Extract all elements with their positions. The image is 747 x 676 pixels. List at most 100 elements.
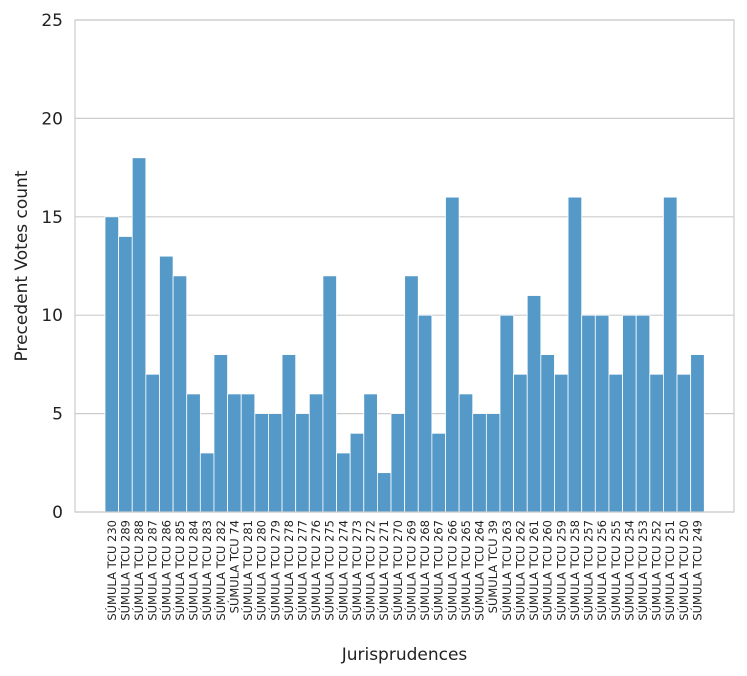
y-tick-label: 20 [41,109,63,129]
x-tick-label: SÚMULA TCU 256 [594,520,609,621]
x-tick-label: SÚMULA TCU 286 [158,520,173,621]
bar [145,373,160,513]
bar [485,413,501,513]
x-tick-label: SÚMULA TCU 283 [199,520,214,621]
plot-frame [74,19,735,513]
bar [513,373,528,513]
x-axis-label: Jurisprudences [341,645,468,665]
x-tick-label: SÚMULA TCU 259 [553,520,568,621]
x-tick-label: SÚMULA TCU 263 [499,520,514,621]
x-tick-label: SÚMULA TCU 288 [131,520,146,621]
bar [104,216,120,513]
bar [676,373,692,513]
bar [499,314,515,513]
bar [663,196,678,513]
x-tick-label: SÚMULA TCU 289 [117,520,132,621]
x-tick-label: SÚMULA TCU 257 [581,520,596,621]
x-tick-label: SÚMULA TCU 275 [322,520,337,621]
x-tick-label: SÚMULA TCU 261 [526,520,541,621]
bar [172,275,188,513]
bar [254,413,269,513]
bar [159,255,174,513]
bar [281,354,297,513]
bar [635,314,651,513]
bar [322,275,337,513]
x-tick-label: SÚMULA TCU 274 [335,520,350,621]
x-tick-label: SÚMULA TCU 230 [104,520,119,621]
bar [540,354,555,513]
bar [554,373,569,513]
bar [404,275,419,513]
x-tick-labels: SÚMULA TCU 230 SÚMULA TCU 289 SÚMULA TCU 2… [104,520,705,621]
x-tick-label: SÚMULA TCU 252 [649,520,664,621]
bar [336,452,351,513]
bar [649,373,664,513]
y-axis-label: Precedent Votes count [12,170,32,361]
y-tick-label: 15 [41,208,63,228]
bar [199,452,215,513]
x-tick-label: SÚMULA TCU 273 [349,520,364,621]
x-tick-label: SÚMULA TCU 270 [390,520,405,621]
y-tick-label: 25 [41,11,63,31]
bar [295,413,310,513]
x-tick-label: SÚMULA TCU 277 [294,520,309,621]
bar [417,314,433,513]
x-tick-label: SÚMULA TCU 74 [226,520,241,613]
bars-group [104,157,705,513]
bar [431,432,446,513]
bar [268,413,283,513]
x-tick-label: SÚMULA TCU 262 [512,520,527,621]
x-tick-label: SÚMULA TCU 269 [403,520,418,621]
x-tick-label: SÚMULA TCU 254 [621,520,636,621]
bar [240,393,256,513]
x-tick-label: SÚMULA TCU 285 [172,520,187,621]
x-tick-label: SÚMULA TCU 258 [567,520,582,621]
x-tick-label: SÚMULA TCU 284 [186,520,201,621]
bar [458,393,474,513]
bar [622,314,637,513]
x-tick-label: SÚMULA TCU 251 [662,520,677,621]
x-tick-label: SÚMULA TCU 249 [689,520,704,621]
bar [118,236,133,513]
bar [567,196,583,513]
x-tick-label: SÚMULA TCU 265 [458,520,473,621]
bar [581,314,596,513]
bar [186,393,201,513]
y-tick-label: 5 [52,405,63,425]
x-tick-label: SÚMULA TCU 255 [608,520,623,621]
bar [363,393,378,513]
x-tick-label: SÚMULA TCU 281 [240,520,255,621]
y-tick-label: 0 [52,503,63,523]
x-tick-label: SÚMULA TCU 266 [444,520,459,621]
x-tick-label: SÚMULA TCU 268 [417,520,432,621]
bar [227,393,242,513]
x-tick-label: SÚMULA TCU 39 [485,520,500,613]
x-tick-label: SÚMULA TCU 282 [213,520,228,621]
x-tick-label: SÚMULA TCU 250 [676,520,691,621]
bar [213,354,228,513]
bar [594,314,610,513]
x-tick-label: SÚMULA TCU 279 [267,520,282,621]
x-tick-label: SÚMULA TCU 278 [281,520,296,621]
bar [376,472,392,513]
x-tick-label: SÚMULA TCU 271 [376,520,391,621]
x-tick-label: SÚMULA TCU 280 [254,520,269,621]
x-tick-label: SÚMULA TCU 287 [145,520,160,621]
bar [308,393,324,513]
bar [608,373,623,513]
x-tick-label: SÚMULA TCU 272 [363,520,378,621]
x-tick-label: SÚMULA TCU 267 [431,520,446,621]
bar [445,196,460,513]
bar [690,354,705,513]
x-tick-label: SÚMULA TCU 253 [635,520,650,621]
x-tick-label: SÚMULA TCU 276 [308,520,323,621]
x-tick-label: SÚMULA TCU 264 [472,520,487,621]
y-tick-label: 10 [41,306,63,326]
x-tick-label: SÚMULA TCU 260 [540,520,555,621]
bar [472,413,487,513]
y-tick-labels: 0 5 10 15 20 25 [41,11,63,523]
bar [349,432,365,513]
bar [526,295,542,513]
bar [390,413,406,513]
